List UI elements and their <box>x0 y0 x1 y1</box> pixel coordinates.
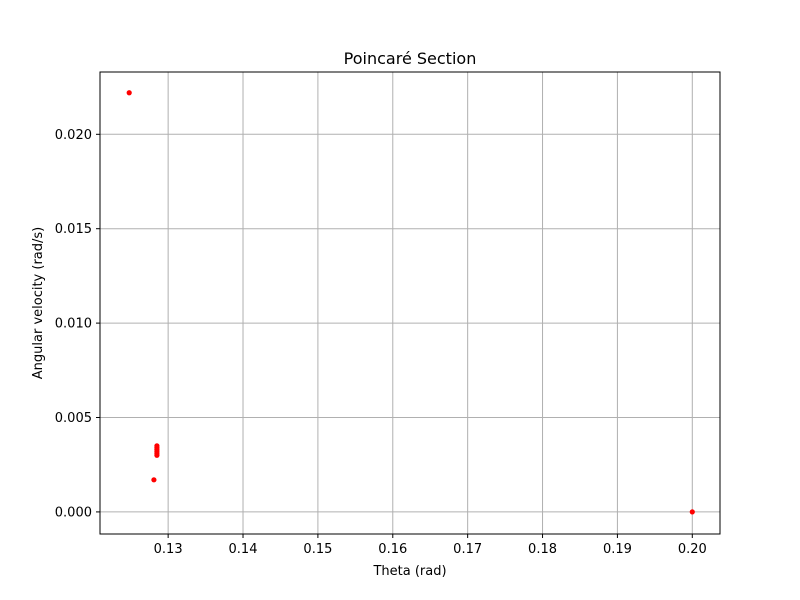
y-tick-label: 0.020 <box>55 128 92 143</box>
data-point <box>126 90 132 96</box>
data-point <box>151 477 157 483</box>
x-tick-label: 0.20 <box>678 542 707 557</box>
grid <box>100 72 720 534</box>
y-tick-label: 0.005 <box>55 411 92 426</box>
y-tick-label: 0.015 <box>55 222 92 237</box>
y-axis-ticks: 0.000 0.005 0.010 0.015 0.020 <box>55 128 100 520</box>
y-tick-label: 0.000 <box>55 505 92 520</box>
x-tick-label: 0.16 <box>378 542 407 557</box>
data-points <box>126 90 695 515</box>
x-tick-label: 0.15 <box>303 542 332 557</box>
plot-frame <box>99 71 721 535</box>
y-tick-label: 0.010 <box>55 317 92 332</box>
x-tick-label: 0.18 <box>528 542 557 557</box>
x-axis-label: Theta (rad) <box>372 564 446 579</box>
y-axis-label: Angular velocity (rad/s) <box>31 227 46 379</box>
chart-title: Poincaré Section <box>344 49 477 68</box>
x-tick-label: 0.17 <box>453 542 482 557</box>
x-tick-label: 0.19 <box>603 542 632 557</box>
data-point <box>154 452 160 458</box>
x-tick-label: 0.13 <box>154 542 183 557</box>
x-axis-ticks: 0.13 0.14 0.15 0.16 0.17 0.18 0.19 0.20 <box>154 534 707 557</box>
data-point <box>689 509 695 515</box>
x-tick-label: 0.14 <box>229 542 258 557</box>
